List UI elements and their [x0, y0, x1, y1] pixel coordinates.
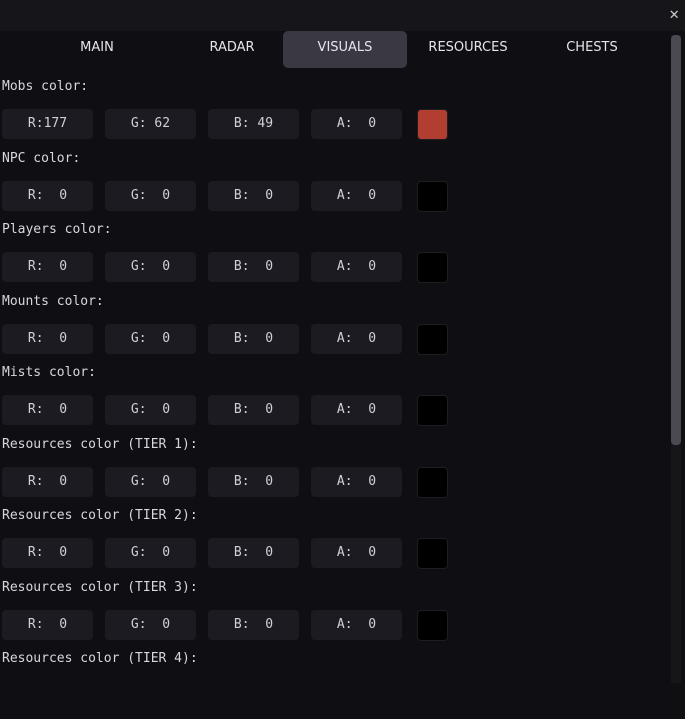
- title-bar[interactable]: ✕: [0, 0, 685, 31]
- visuals-panel: Mobs color: R:177 G: 62 B: 49 A: 0 NPC color:…: [0, 75, 666, 719]
- channel-a-input[interactable]: A: 0: [311, 466, 402, 497]
- channel-a-input[interactable]: A: 0: [311, 180, 402, 211]
- channel-g-input[interactable]: G: 0: [105, 538, 196, 568]
- channel-r-input[interactable]: R: 0: [2, 609, 93, 640]
- tab-resources[interactable]: RESOURCES: [428, 40, 508, 55]
- section-label: Mobs color:: [2, 79, 89, 94]
- color-swatch[interactable]: [417, 609, 448, 641]
- color-section: Mounts color: R: 0 G: 0 B: 0 A: 0: [0, 290, 666, 362]
- channel-r-input[interactable]: R: 0: [2, 323, 93, 354]
- scrollbar-thumb[interactable]: [671, 35, 681, 445]
- channel-g-input[interactable]: G: 0: [105, 180, 196, 211]
- channel-r-input[interactable]: R: 0: [2, 180, 93, 211]
- color-swatch[interactable]: [417, 323, 448, 355]
- color-swatch[interactable]: [417, 538, 448, 569]
- channel-b-input[interactable]: B: 0: [208, 466, 299, 497]
- tab-bar: MAIN RADAR VISUALS RESOURCES CHESTS: [2, 31, 666, 69]
- channel-a-input[interactable]: A: 0: [311, 395, 402, 425]
- color-swatch[interactable]: [417, 180, 448, 212]
- color-section: Mobs color: R:177 G: 62 B: 49 A: 0: [0, 75, 666, 147]
- channel-r-input[interactable]: R: 0: [2, 538, 93, 568]
- color-swatch[interactable]: [417, 109, 448, 140]
- channel-g-input[interactable]: G: 0: [105, 395, 196, 425]
- channel-g-input[interactable]: G: 0: [105, 252, 196, 282]
- channel-b-input[interactable]: B: 0: [208, 538, 299, 568]
- color-section: Mists color: R: 0 G: 0 B: 0 A: 0: [0, 361, 666, 433]
- channel-a-input[interactable]: A: 0: [311, 323, 402, 354]
- color-section: Resources color (TIER 1): R: 0 G: 0 B: 0 A: …: [0, 433, 666, 505]
- channel-r-input[interactable]: R: 0: [2, 395, 93, 425]
- color-swatch[interactable]: [417, 252, 448, 283]
- channel-g-input[interactable]: G: 62: [105, 109, 196, 139]
- channel-b-input[interactable]: B: 0: [208, 395, 299, 425]
- color-section: Resources color (TIER 3): R: 0 G: 0 B: 0 A: …: [0, 576, 666, 648]
- section-label: Resources color (TIER 2):: [2, 508, 198, 523]
- channel-r-input[interactable]: R: 0: [2, 466, 93, 497]
- channel-r-input[interactable]: R: 0: [2, 252, 93, 282]
- section-label: Mists color:: [2, 365, 96, 380]
- color-swatch[interactable]: [417, 395, 448, 426]
- color-section: Resources color (TIER 4):: [0, 647, 666, 719]
- section-label: Resources color (TIER 3):: [2, 579, 198, 595]
- tab-visuals[interactable]: VISUALS: [283, 31, 407, 68]
- channel-g-input[interactable]: G: 0: [105, 466, 196, 497]
- section-label: Resources color (TIER 4):: [2, 651, 198, 666]
- section-label: Mounts color:: [2, 293, 104, 309]
- channel-b-input[interactable]: B: 0: [208, 180, 299, 211]
- color-swatch[interactable]: [417, 466, 448, 498]
- section-label: NPC color:: [2, 150, 81, 166]
- color-section: Resources color (TIER 2): R: 0 G: 0 B: 0 A: …: [0, 504, 666, 576]
- scrollbar[interactable]: [671, 35, 681, 683]
- tab-radar[interactable]: RADAR: [209, 40, 255, 55]
- tab-main[interactable]: MAIN: [80, 40, 114, 55]
- channel-r-input[interactable]: R:177: [2, 109, 93, 139]
- channel-a-input[interactable]: A: 0: [311, 109, 402, 139]
- section-label: Players color:: [2, 222, 112, 237]
- channel-b-input[interactable]: B: 0: [208, 609, 299, 640]
- channel-g-input[interactable]: G: 0: [105, 609, 196, 640]
- channel-a-input[interactable]: A: 0: [311, 252, 402, 282]
- tab-chests[interactable]: CHESTS: [566, 40, 618, 55]
- channel-g-input[interactable]: G: 0: [105, 323, 196, 354]
- channel-b-input[interactable]: B: 0: [208, 323, 299, 354]
- channel-b-input[interactable]: B: 0: [208, 252, 299, 282]
- section-label: Resources color (TIER 1):: [2, 436, 198, 452]
- channel-b-input[interactable]: B: 49: [208, 109, 299, 139]
- channel-a-input[interactable]: A: 0: [311, 609, 402, 640]
- channel-a-input[interactable]: A: 0: [311, 538, 402, 568]
- close-icon[interactable]: ✕: [669, 4, 679, 23]
- color-section: Players color: R: 0 G: 0 B: 0 A: 0: [0, 218, 666, 290]
- color-section: NPC color: R: 0 G: 0 B: 0 A: 0: [0, 147, 666, 219]
